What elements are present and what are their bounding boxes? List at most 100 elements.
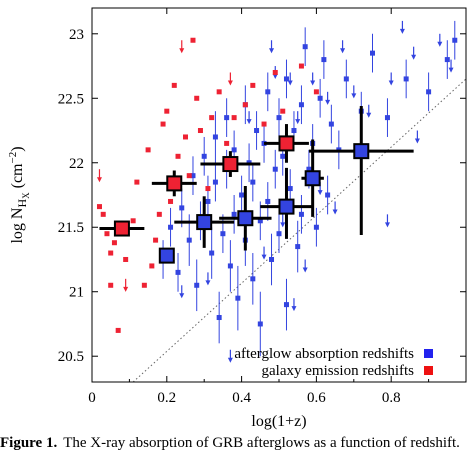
afterglow-point: [231, 211, 237, 217]
afterglow-point: [175, 269, 181, 275]
afterglow-upper-limit-head: [287, 80, 293, 86]
afterglow-point: [280, 153, 286, 159]
galaxy-point: [164, 108, 170, 114]
legend: afterglow absorption redshifts galaxy em…: [234, 346, 433, 379]
galaxy-point: [197, 128, 203, 134]
afterglow-point: [403, 76, 409, 82]
afterglow-upper-limit-head: [272, 74, 278, 80]
mean-point-afterglow: [304, 170, 321, 187]
afterglow-point: [287, 186, 293, 192]
afterglow-point: [444, 57, 450, 63]
afterglow-upper-limit-head: [227, 357, 233, 363]
reference-line: [132, 78, 466, 382]
mean-point-galaxy: [278, 135, 295, 152]
galaxy-point: [231, 115, 237, 121]
caption-text: The X-ray absorption of GRB afterglows a…: [63, 435, 460, 451]
galaxy-point: [156, 211, 162, 217]
y-tick-label: 21.5: [58, 220, 84, 236]
figure-caption: Figure 1. The X-ray absorption of GRB aft…: [0, 432, 474, 454]
afterglow-point: [283, 76, 289, 82]
galaxy-point: [123, 256, 129, 262]
afterglow-upper-limit-head: [384, 222, 390, 228]
afterglow-point: [239, 192, 245, 198]
afterglow-upper-limit-head: [351, 93, 357, 99]
afterglow-upper-limit-head: [310, 80, 316, 86]
afterglow-point: [328, 121, 334, 127]
galaxy-point: [115, 327, 121, 333]
afterglow-point: [426, 89, 432, 95]
galaxy-point: [209, 115, 215, 121]
plot-area: [96, 20, 466, 382]
plot-frame: [91, 7, 467, 383]
afterglow-point: [291, 128, 297, 134]
galaxy-point: [111, 240, 117, 246]
y-tick-label: 21: [69, 285, 84, 301]
y-tick-label: 23: [69, 27, 84, 43]
afterglow-point: [265, 89, 271, 95]
y-axis-label: log NHX (cm−2): [7, 146, 31, 243]
legend-swatch-galaxy: [424, 366, 433, 375]
legend-label-galaxy: galaxy emission redshifts: [262, 363, 415, 379]
afterglow-upper-limit-head: [437, 41, 443, 47]
galaxy-point: [96, 204, 102, 210]
galaxy-point: [134, 179, 140, 185]
galaxy-upper-limit-head: [227, 80, 233, 86]
afterglow-point: [205, 198, 211, 204]
afterglow-point: [250, 179, 256, 185]
mean-point-galaxy: [222, 156, 239, 173]
y-tick-label: 22: [69, 156, 84, 172]
afterglow-point: [186, 237, 192, 243]
afterglow-upper-limit-head: [399, 28, 405, 34]
afterglow-point: [254, 128, 260, 134]
mean-point-afterglow: [158, 247, 175, 264]
afterglow-point: [220, 231, 226, 237]
galaxy-point: [224, 140, 230, 146]
caption-label: Figure 1.: [0, 435, 58, 451]
afterglow-point: [298, 102, 304, 108]
afterglow-point: [283, 302, 289, 308]
mean-point-afterglow: [278, 198, 295, 215]
afterglow-point: [231, 147, 237, 153]
afterglow-point: [201, 153, 207, 159]
afterglow-point: [168, 224, 174, 230]
afterglow-upper-limit-head: [332, 209, 338, 215]
galaxy-point: [298, 63, 304, 69]
afterglow-point: [313, 224, 319, 230]
afterglow-point: [452, 37, 458, 43]
mean-point-afterglow: [196, 214, 213, 231]
afterglow-point: [317, 95, 323, 101]
x-tick-label: 0.6: [307, 390, 326, 406]
x-tick-label: 0.2: [157, 390, 176, 406]
afterglow-point: [295, 244, 301, 250]
galaxy-point: [108, 282, 114, 288]
afterglow-point: [370, 50, 375, 56]
afterglow-upper-limit-head: [205, 280, 211, 286]
afterglow-upper-limit-head: [414, 138, 420, 144]
afterglow-point: [216, 315, 222, 321]
x-axis-label: log(1+z): [251, 413, 306, 430]
afterglow-upper-limit-head: [317, 190, 323, 196]
galaxy-point: [160, 121, 166, 127]
galaxy-upper-limit-head: [179, 48, 185, 54]
galaxy-point: [145, 147, 151, 153]
afterglow-upper-limit-head: [291, 306, 297, 312]
afterglow-upper-limit-head: [280, 222, 286, 228]
afterglow-upper-limit-head: [269, 48, 275, 54]
galaxy-point: [186, 173, 192, 179]
afterglow-upper-limit-head: [261, 254, 267, 260]
afterglow-point: [272, 166, 278, 172]
afterglow-point: [298, 211, 304, 217]
afterglow-point: [269, 256, 275, 262]
galaxy-point: [171, 82, 177, 88]
afterglow-point: [250, 276, 256, 282]
afterglow-point: [190, 173, 196, 179]
y-tick-label: 22.5: [58, 91, 84, 107]
mean-point-galaxy: [113, 220, 130, 237]
plot-content: [96, 20, 466, 382]
afterglow-point: [306, 166, 312, 172]
afterglow-upper-limit-head: [388, 80, 394, 86]
mean-point-afterglow: [353, 143, 370, 160]
galaxy-point: [149, 263, 155, 269]
galaxy-point: [108, 250, 114, 256]
